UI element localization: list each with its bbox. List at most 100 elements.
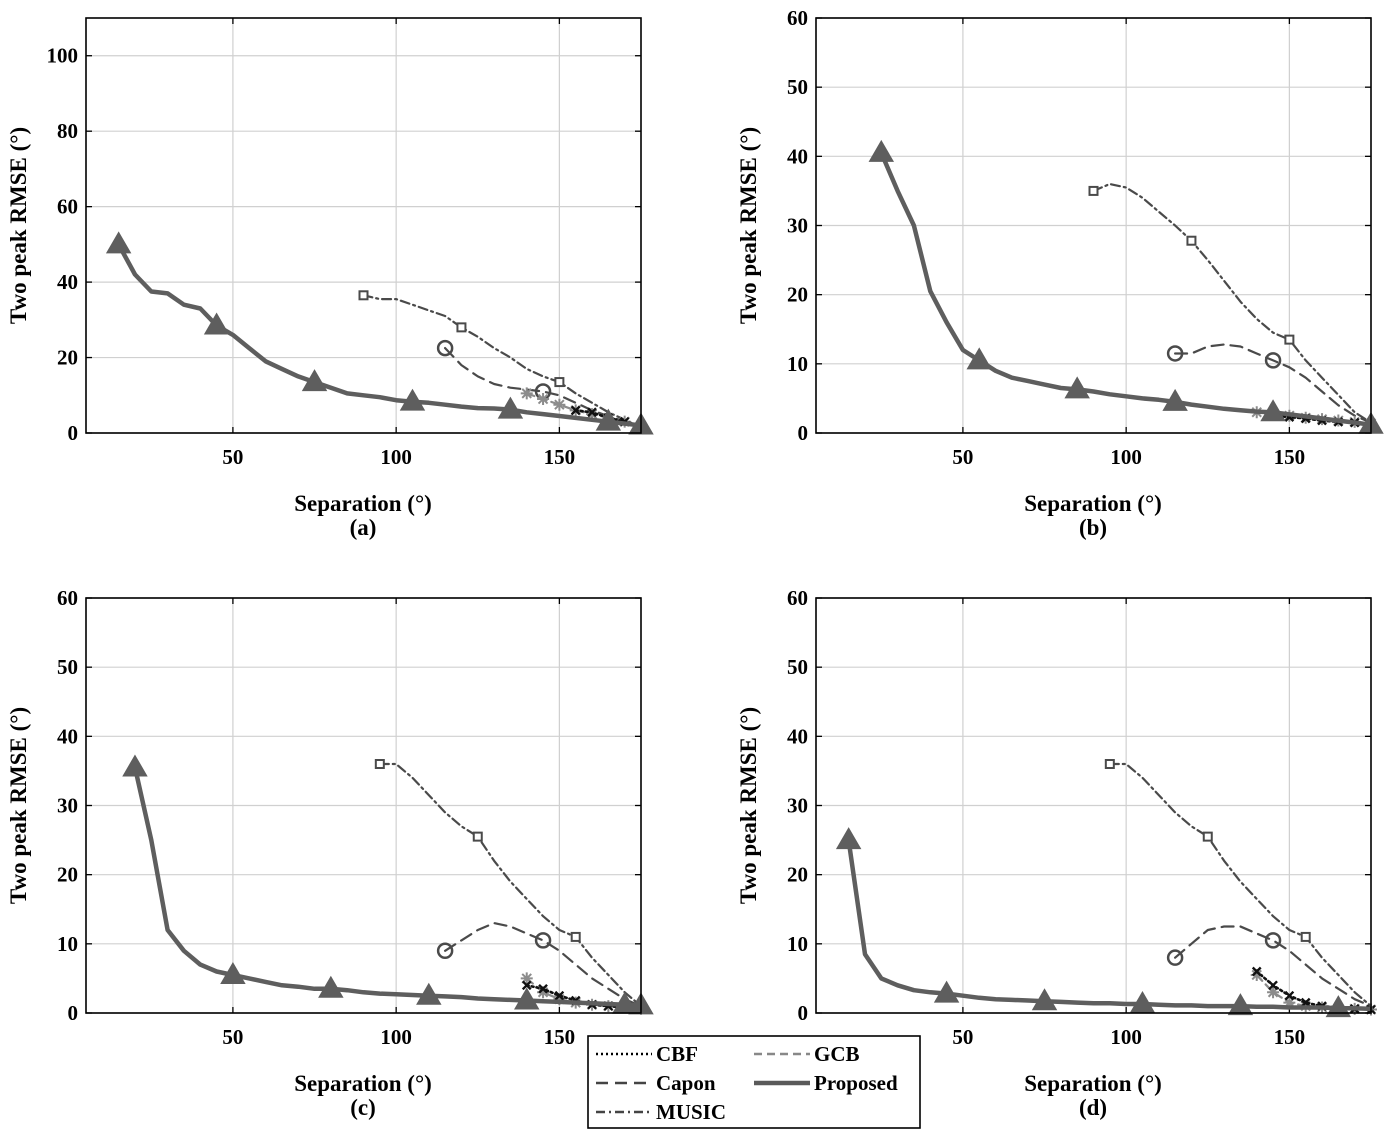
marker-cbf (554, 990, 565, 1001)
legend-label-capon: Capon (656, 1071, 716, 1095)
marker-proposed (1260, 399, 1286, 422)
x-tick-label: 50 (952, 445, 973, 469)
y-tick-label: 60 (57, 586, 78, 610)
y-tick-label: 60 (57, 195, 78, 219)
legend-label-gcb: GCB (814, 1042, 860, 1066)
y-tick-label: 50 (787, 655, 808, 679)
y-tick-label: 0 (68, 1001, 79, 1025)
y-tick-label: 40 (787, 144, 808, 168)
marker-music (1284, 334, 1295, 345)
x-axis-label: Separation (°) (1024, 491, 1162, 516)
chart-panel-1: 50 100 150 0 20 40 60 80 100 Separation (°) Two pe… (6, 17, 654, 540)
x-tick-label: 150 (1274, 1025, 1306, 1049)
marker-capon (1166, 949, 1184, 966)
panel-label: (c) (350, 1095, 376, 1120)
marker-gcb (553, 398, 566, 411)
marker-proposed (868, 139, 895, 162)
marker-music (554, 377, 565, 388)
marker-proposed (1129, 991, 1156, 1014)
y-tick-label: 30 (787, 214, 808, 238)
series-line-capon (1174, 925, 1373, 1008)
marker-music (1104, 759, 1115, 769)
marker-gcb (537, 393, 550, 406)
legend-label-music: MUSIC (656, 1100, 726, 1124)
series-layer (868, 139, 1384, 434)
x-axis-label: Separation (°) (294, 1071, 432, 1096)
y-tick-label: 0 (68, 421, 79, 445)
x-tick-label: 50 (222, 445, 243, 469)
y-axis-label: Two peak RMSE (°) (6, 707, 31, 904)
x-tick-label: 50 (952, 1025, 973, 1049)
marker-proposed (1325, 995, 1352, 1018)
x-axis-label: Separation (°) (1024, 1071, 1162, 1096)
marker-proposed (514, 987, 540, 1010)
y-axis-label: Two peak RMSE (°) (6, 127, 31, 324)
marker-capon (534, 932, 552, 949)
marker-gcb (520, 387, 533, 400)
y-tick-label: 10 (787, 932, 808, 956)
marker-music (358, 290, 369, 301)
marker-proposed (1064, 376, 1090, 399)
panel-label: (b) (1079, 515, 1107, 540)
marker-gcb (537, 986, 550, 999)
y-tick-label: 40 (57, 270, 78, 294)
y-tick-label: 80 (57, 119, 78, 143)
marker-cbf (570, 405, 581, 416)
axes-frame (85, 17, 642, 434)
marker-music (374, 759, 385, 769)
marker-cbf (1251, 966, 1262, 977)
marker-cbf (538, 983, 548, 994)
marker-music (570, 931, 581, 942)
y-axis-label: Two peak RMSE (°) (736, 127, 761, 324)
marker-gcb (1250, 968, 1263, 981)
series-layer (105, 231, 654, 435)
y-tick-label: 60 (787, 6, 808, 30)
y-tick-label: 10 (787, 352, 808, 376)
series-line-proposed (132, 765, 644, 1008)
x-tick-label: 150 (544, 445, 576, 469)
marker-capon (436, 942, 454, 959)
marker-music (1202, 831, 1213, 842)
y-tick-label: 30 (787, 794, 808, 818)
marker-cbf (1284, 990, 1295, 1001)
x-tick-label: 100 (380, 445, 412, 469)
series-line-music (1092, 182, 1373, 424)
marker-music (1186, 235, 1197, 246)
marker-gcb (1267, 986, 1280, 999)
series-layer (122, 754, 654, 1015)
marker-proposed (301, 369, 328, 392)
marker-capon (1264, 932, 1282, 949)
series-line-capon (1174, 343, 1373, 424)
marker-proposed (416, 982, 442, 1005)
marker-capon (1166, 345, 1184, 362)
x-tick-label: 100 (380, 1025, 412, 1049)
marker-proposed (1162, 388, 1188, 411)
y-tick-label: 20 (787, 863, 808, 887)
y-tick-label: 0 (798, 1001, 809, 1025)
y-axis-label: Two peak RMSE (°) (736, 707, 761, 904)
y-tick-label: 30 (57, 794, 78, 818)
panel-label: (d) (1079, 1095, 1107, 1120)
series-line-proposed (846, 837, 1374, 1012)
x-tick-label: 100 (1110, 445, 1142, 469)
marker-music (472, 831, 483, 842)
series-layer (835, 759, 1377, 1018)
x-tick-label: 150 (1274, 445, 1306, 469)
marker-gcb (520, 972, 533, 985)
marker-proposed (318, 975, 344, 998)
y-tick-label: 40 (57, 724, 78, 748)
marker-gcb (1283, 996, 1296, 1009)
series-line-music (378, 762, 643, 1008)
marker-capon (1264, 352, 1282, 369)
marker-capon (436, 339, 454, 357)
marker-proposed (835, 827, 862, 850)
x-axis-label: Separation (°) (294, 491, 432, 516)
marker-music (1088, 185, 1099, 196)
y-tick-label: 0 (798, 421, 809, 445)
legend-label-cbf: CBF (656, 1042, 698, 1066)
y-tick-label: 40 (787, 724, 808, 748)
marker-proposed (497, 396, 524, 419)
y-tick-label: 20 (57, 346, 78, 370)
